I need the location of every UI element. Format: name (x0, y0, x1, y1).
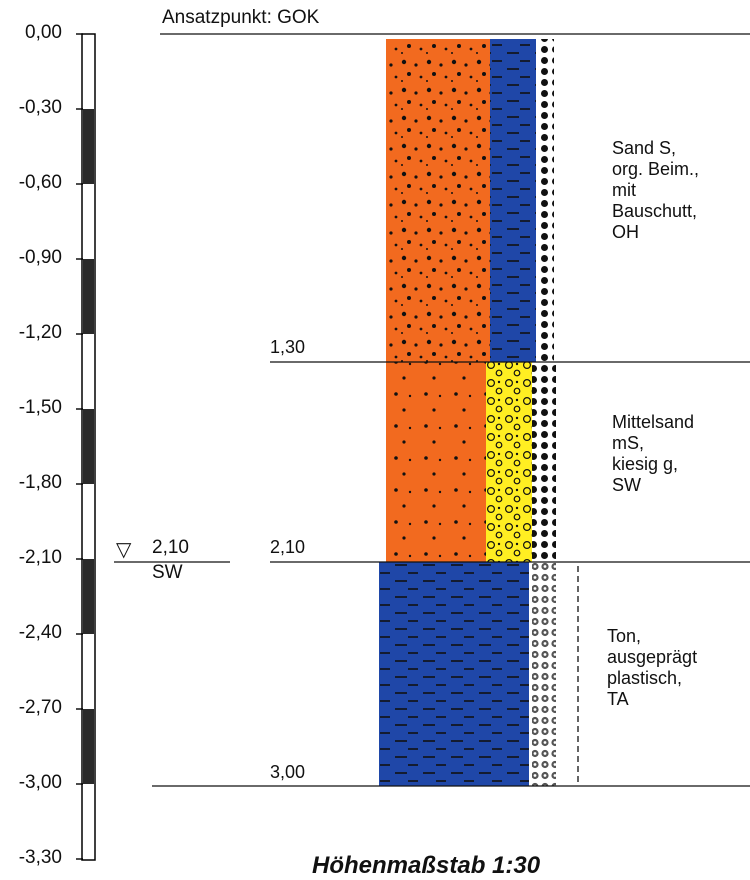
depth-scale-bar (76, 33, 96, 861)
scale-tick-label: -2,40 (18, 622, 62, 643)
layer-3-bottom-depth: 3,00 (270, 762, 306, 782)
groundwater-symbol: ▽ (116, 539, 132, 561)
scale-tick-label: -0,60 (18, 172, 62, 193)
scale-tick-label: 0,00 (25, 22, 62, 43)
layer-1-description: Sand S, org. Beim., mit Bauschutt, OH (612, 138, 700, 242)
scale-tick-label: -1,50 (18, 397, 62, 418)
layer-2-description: Mittelsand mS, kiesig g, SW (612, 412, 695, 495)
scale-tick-label: -0,90 (18, 247, 62, 268)
scale-tick-label: -3,30 (18, 847, 62, 868)
scale-tick-label: -1,80 (18, 472, 62, 493)
scale-tick-label: -1,20 (18, 322, 62, 343)
groundwater-label: SW (152, 562, 183, 583)
scale-tick-label: -3,00 (18, 772, 62, 793)
groundwater-depth: 2,10 (152, 537, 189, 558)
scale-tick-label: -2,10 (18, 547, 62, 568)
layer-1-bottom-depth: 1,30 (270, 337, 306, 357)
reference-point-label: Ansatzpunkt: GOK (162, 7, 320, 28)
layer-3-description: Ton, ausgeprägt plastisch, TA (607, 626, 698, 709)
layer-2-bottom-depth: 2,10 (270, 537, 306, 557)
scale-tick-label: -2,70 (18, 697, 62, 718)
scale-tick-label: -0,30 (18, 97, 62, 118)
vertical-scale-title: Höhenmaßstab 1:30 (312, 852, 541, 879)
